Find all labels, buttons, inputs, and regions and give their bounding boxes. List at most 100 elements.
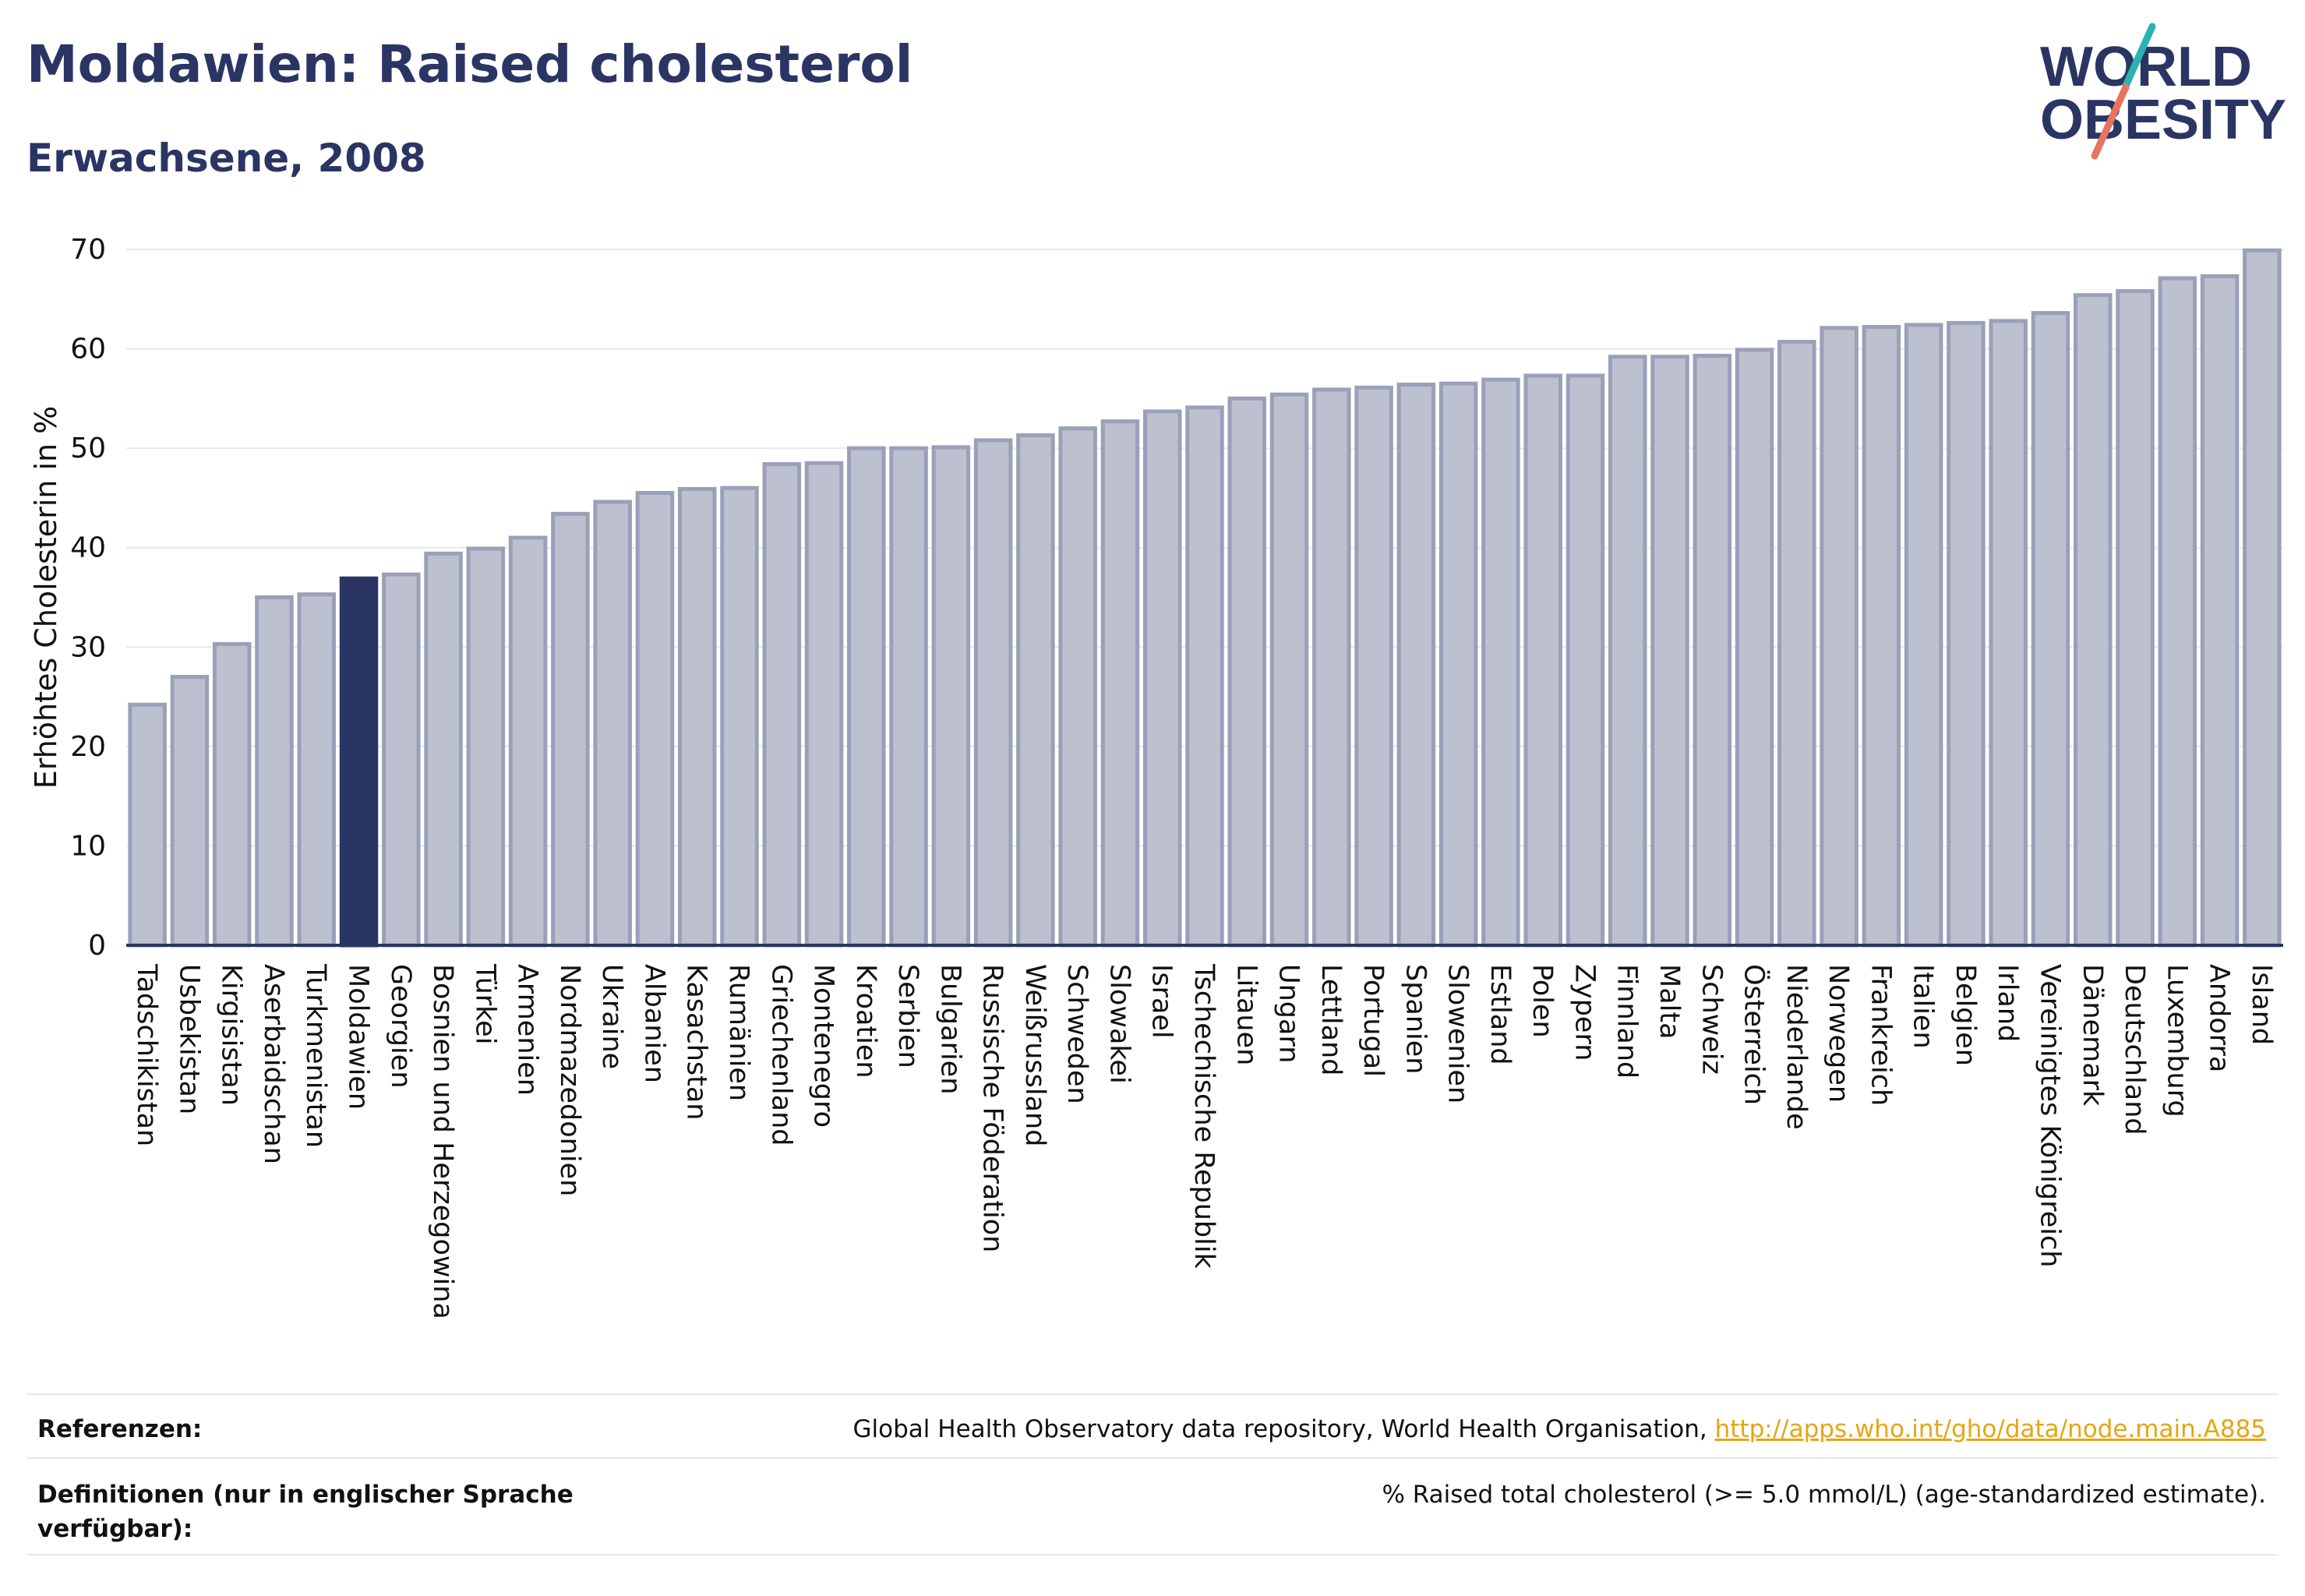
bar <box>2243 248 2282 948</box>
x-tick-label: Belgien <box>1950 964 1981 1066</box>
bar <box>804 461 844 948</box>
logo-slash-coral <box>2091 83 2130 160</box>
x-tick-label: Spanien <box>1400 964 1431 1075</box>
x-tick-label: Israel <box>1146 964 1177 1039</box>
x-tick-label: Türkei <box>469 963 500 1044</box>
bar <box>551 511 590 948</box>
x-tick-label: Rumänien <box>723 964 754 1101</box>
definitions-value: % Raised total cholesterol (>= 5.0 mmol/… <box>1382 1481 2266 1509</box>
y-tick-label: 50 <box>70 433 106 464</box>
bar <box>128 702 167 948</box>
bar <box>1396 382 1436 948</box>
bar-highlighted <box>339 576 379 948</box>
bar <box>593 500 632 948</box>
x-tick-label: Armenien <box>512 964 543 1096</box>
bar <box>170 675 210 948</box>
bar <box>1820 326 1858 948</box>
x-tick-label: Zypern <box>1569 964 1600 1061</box>
bar <box>762 462 802 948</box>
x-tick-label: Andorra <box>2204 964 2235 1072</box>
bar <box>2116 289 2155 948</box>
bar <box>1989 319 2028 948</box>
x-tick-label: Weißrussland <box>1019 964 1050 1146</box>
x-tick-label: Ungarn <box>1273 964 1304 1063</box>
bar <box>847 446 886 948</box>
bar <box>931 445 971 948</box>
x-tick-label: Usbekistan <box>173 964 204 1114</box>
x-tick-label: Irland <box>1992 964 2023 1042</box>
x-tick-label: Vereinigtes Königreich <box>2034 964 2065 1267</box>
x-tick-label: Bulgarien <box>934 964 965 1094</box>
x-tick-label: Schweden <box>1061 964 1092 1104</box>
bar <box>1650 355 1689 948</box>
bar <box>1565 373 1605 948</box>
bar <box>1185 405 1224 948</box>
logo-slash-teal <box>2122 23 2156 90</box>
bar <box>1904 323 1943 948</box>
reference-divider-top <box>26 1393 2279 1395</box>
bar <box>1523 373 1562 948</box>
bar <box>1016 433 1055 948</box>
x-tick-label: Albanien <box>638 964 669 1083</box>
bar <box>466 546 506 948</box>
y-tick-label: 30 <box>70 631 106 663</box>
x-tick-label: Georgien <box>385 964 416 1089</box>
bar <box>720 486 759 948</box>
definitions-label: Definitionen (nur in englischer Sprache … <box>37 1481 574 1543</box>
bar <box>1693 354 1732 948</box>
bar <box>677 486 717 948</box>
bar <box>1862 325 1901 948</box>
bar <box>973 438 1013 948</box>
page-subtitle: Erwachsene, 2008 <box>26 136 426 181</box>
x-tick-label: Schweiz <box>1696 964 1727 1075</box>
references-label: Referenzen: <box>37 1415 203 1443</box>
x-tick-label: Kroatien <box>850 964 881 1079</box>
reference-divider-bottom <box>26 1554 2279 1555</box>
bar <box>508 535 548 948</box>
x-tick-label: Kasachstan <box>681 964 712 1120</box>
x-tick-label: Montenegro <box>808 964 839 1128</box>
y-tick-label: 0 <box>88 930 106 962</box>
world-obesity-logo: WORLD OBESITY <box>2040 23 2286 160</box>
bar <box>1438 381 1478 948</box>
bar <box>1481 377 1520 948</box>
references-link[interactable]: http://apps.who.int/gho/data/node.main.A… <box>1714 1415 2266 1443</box>
y-tick-label: 20 <box>70 731 106 763</box>
bar <box>1058 426 1097 948</box>
bar <box>2158 276 2197 948</box>
x-tick-label: Lettland <box>1315 964 1347 1075</box>
x-tick-label: Polen <box>1527 964 1558 1038</box>
x-tick-label: Österreich <box>1738 964 1771 1105</box>
x-tick-label: Kirgisistan <box>216 964 247 1106</box>
bar <box>1100 419 1140 948</box>
x-tick-label: Nordmazedonien <box>554 964 585 1196</box>
bar <box>1354 385 1393 948</box>
bar <box>297 592 336 948</box>
bar <box>1608 355 1647 948</box>
x-tick-label: Finnland <box>1611 964 1643 1079</box>
x-tick-label: Serbien <box>892 964 923 1068</box>
y-tick-label: 60 <box>70 334 106 365</box>
x-tick-label: Niederlande <box>1781 964 1812 1130</box>
x-tick-label: Bosnien und Herzegowina <box>427 964 458 1319</box>
x-tick-label: Slowakei <box>1103 964 1135 1084</box>
y-axis-title: Erhöhtes Cholesterin in % <box>29 406 63 789</box>
y-tick-label: 70 <box>70 234 106 266</box>
bar <box>212 641 252 948</box>
bar <box>1227 396 1267 948</box>
bar <box>424 551 463 948</box>
bar <box>1142 409 1182 948</box>
x-tick-label: Ukraine <box>596 964 627 1069</box>
x-tick-label: Luxemburg <box>2161 964 2192 1118</box>
bar-chart: 0 10 20 30 40 50 60 70 Tadschikistan Usbekistan Ki… <box>29 234 2283 1319</box>
bar <box>1269 392 1309 948</box>
x-tick-label: Griechenland <box>765 964 796 1146</box>
x-tick-label: Turkmenistan <box>300 963 331 1148</box>
x-tick-label: Tschechische Republik <box>1188 963 1220 1269</box>
x-tick-label: Slowenien <box>1442 964 1474 1103</box>
x-tick-label: Moldawien <box>343 964 374 1110</box>
bar <box>1312 387 1351 948</box>
bar <box>635 491 675 948</box>
x-tick-label: Tadschikistan <box>131 963 162 1146</box>
x-tick-label: Frankreich <box>1865 964 1896 1106</box>
